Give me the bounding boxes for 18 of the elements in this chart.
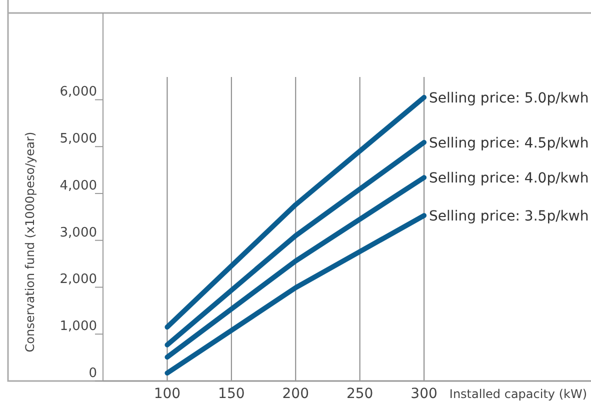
- x-tick-label: 250: [346, 386, 374, 401]
- y-tick-label: 0: [88, 366, 97, 381]
- series-label: Selling price: 4.5p/kwh: [429, 135, 589, 152]
- x-axis-title: Installed capacity (kW): [449, 387, 587, 401]
- x-tick-label: 300: [410, 386, 438, 401]
- y-tick-label: 4,000: [60, 178, 97, 194]
- series-label: Selling price: 4.0p/kwh: [429, 170, 589, 186]
- series-label: Selling price: 5.0p/kwh: [429, 90, 589, 106]
- series-label: Selling price: 3.5p/kwh: [429, 208, 589, 224]
- x-tick-label: 150: [218, 386, 245, 401]
- x-tick-label: 100: [154, 386, 181, 401]
- y-tick-label: 5,000: [60, 132, 97, 147]
- y-tick-label: 3,000: [60, 225, 97, 240]
- x-tick-label: 200: [282, 386, 309, 401]
- y-axis-title: Conservation fund (x1000peso/year): [23, 132, 37, 352]
- y-tick-label: 2,000: [60, 272, 97, 288]
- y-tick-label: 1,000: [60, 319, 97, 334]
- y-tick-label: 6,000: [60, 84, 97, 100]
